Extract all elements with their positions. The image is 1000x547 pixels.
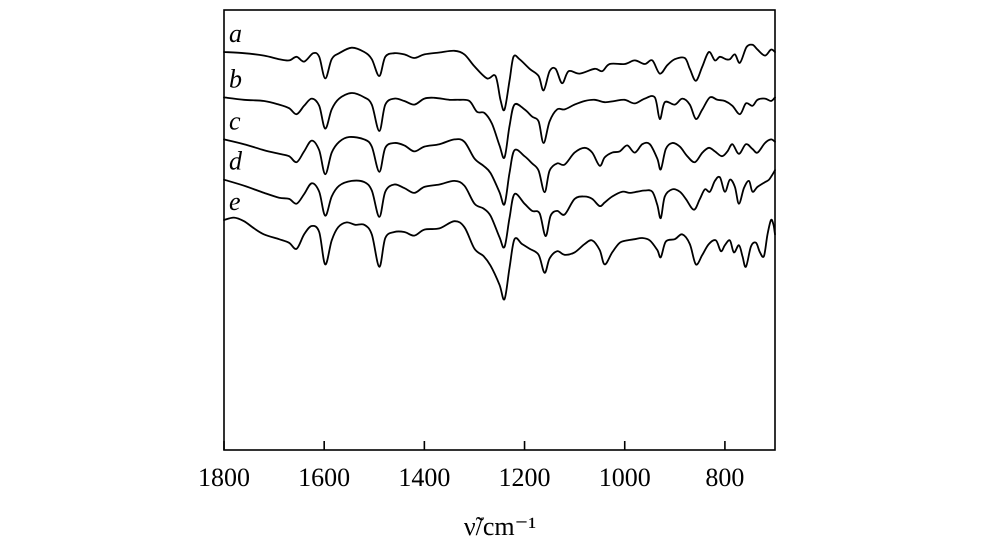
spectrum-line-b	[223, 92, 776, 159]
x-tick-label: 1000	[599, 463, 651, 492]
series-label-c: c	[229, 106, 241, 135]
x-tick-label: 1800	[198, 463, 250, 492]
series-label-d: d	[229, 147, 243, 176]
x-tick-label: 800	[705, 463, 744, 492]
x-tick-label: 1400	[398, 463, 450, 492]
x-tick-label: 1600	[298, 463, 350, 492]
series-label-b: b	[229, 64, 242, 93]
x-axis-ticks	[223, 441, 726, 450]
series-label-e: e	[229, 187, 241, 216]
spectrum-line-c	[223, 136, 776, 206]
spectra-lines	[223, 43, 776, 301]
spectrum-line-a	[223, 43, 776, 112]
x-tick-label: 1200	[499, 463, 551, 492]
x-axis-title: ν̃/cm⁻¹	[464, 512, 536, 541]
series-label-a: a	[229, 19, 242, 48]
spectrum-line-e	[223, 216, 776, 301]
spectrum-line-d	[223, 169, 776, 249]
x-axis-tick-labels: 1800 1600 1400 1200 1000 800	[198, 463, 744, 492]
